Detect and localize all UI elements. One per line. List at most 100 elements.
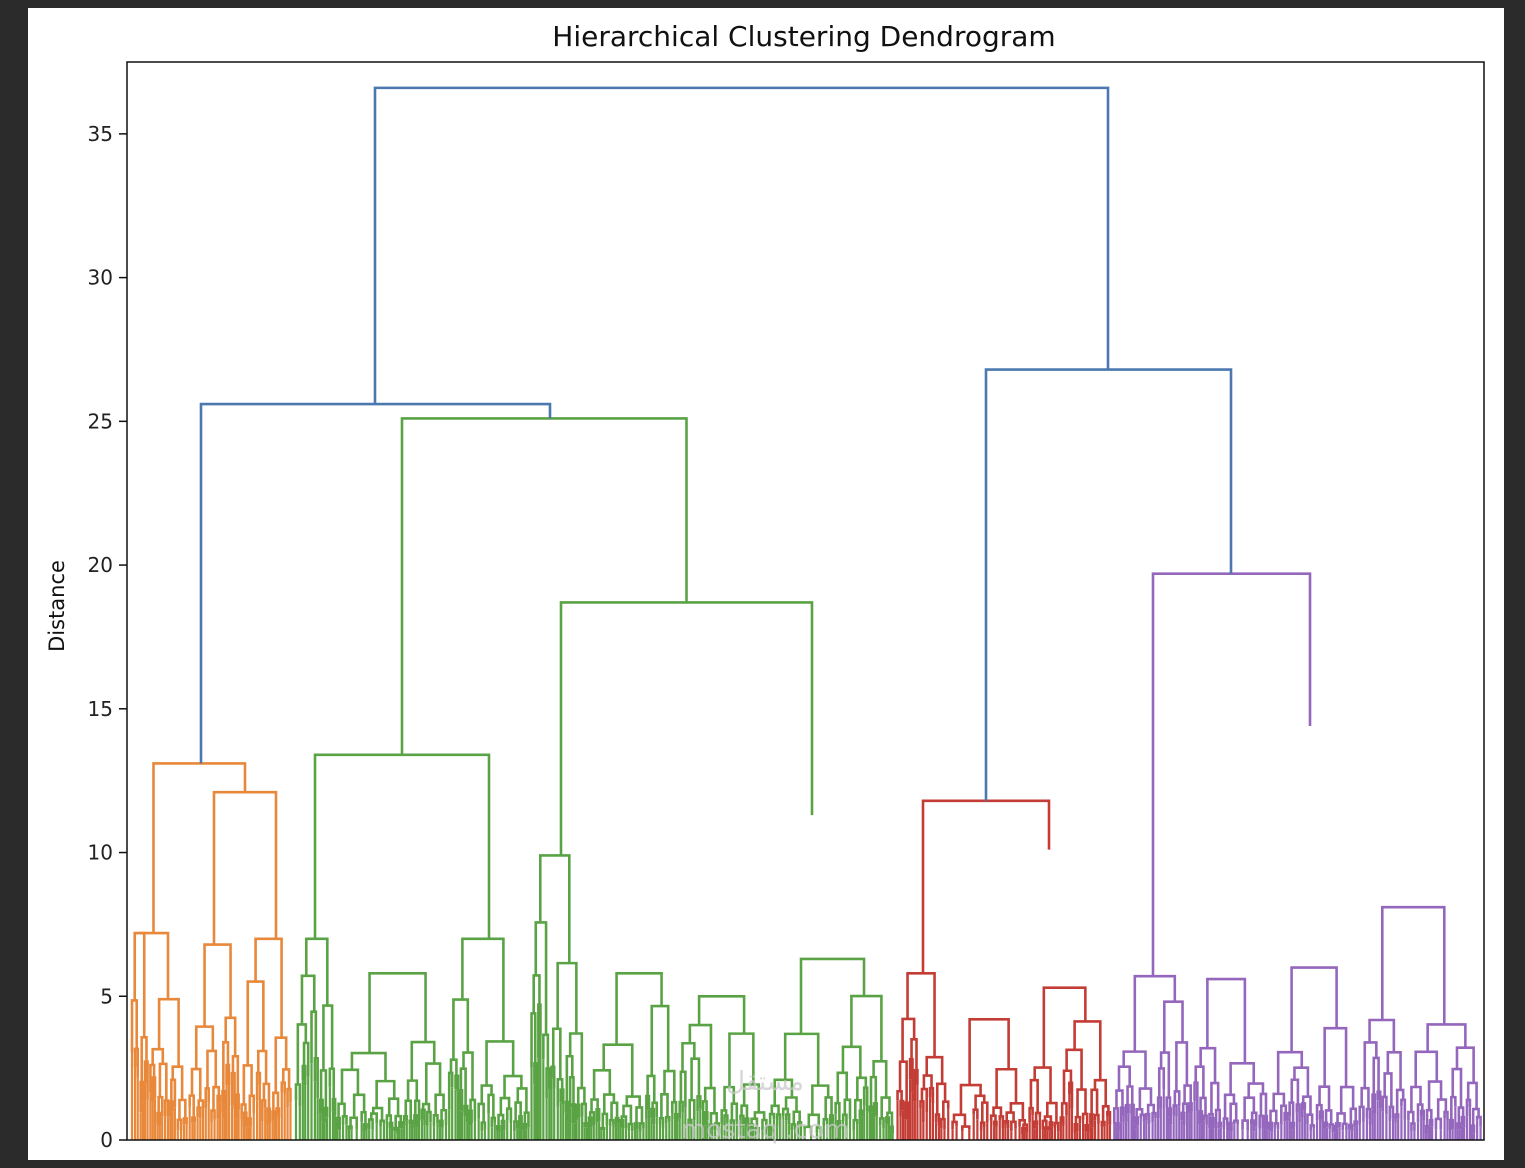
dendrogram-link (940, 1117, 946, 1130)
dendrogram-link (373, 86, 1110, 405)
dendrogram-link (459, 1067, 467, 1107)
dendrogram-link (246, 980, 265, 1066)
dendrogram-link (1090, 1088, 1099, 1116)
dendrogram-link (850, 994, 883, 1062)
dendrogram-link (1208, 1112, 1214, 1129)
dendrogram-link (1341, 1122, 1348, 1131)
dendrogram-link (807, 1113, 821, 1128)
dendrogram-link (133, 1047, 140, 1078)
dendrogram-link (242, 1111, 248, 1128)
dendrogram-link (899, 1099, 905, 1117)
dendrogram-link (463, 1104, 469, 1123)
watermark: مستقل mostaql.com (681, 1067, 849, 1145)
dendrogram-link (650, 1004, 670, 1076)
dendrogram-link (739, 1114, 745, 1128)
dendrogram-link (1045, 1101, 1058, 1124)
dendrogram-link (152, 762, 247, 934)
dendrogram-link (872, 1102, 879, 1118)
dendrogram-link (1368, 1018, 1396, 1053)
chart-title: Hierarchical Clustering Dendrogram (552, 20, 1055, 53)
dendrogram-link (1323, 1026, 1348, 1088)
dendrogram-link (1300, 1102, 1307, 1118)
dendrogram-link (1223, 1093, 1236, 1119)
dendrogram-link (379, 1119, 386, 1127)
watermark-arabic: مستقل (726, 1067, 804, 1097)
dendrogram-link (313, 753, 491, 939)
dendrogram-link (341, 1115, 348, 1126)
dendrogram-link (505, 1107, 513, 1124)
dendrogram-link (1400, 1098, 1407, 1120)
dendrogram-link (974, 1094, 986, 1110)
dendrogram-link (595, 1108, 601, 1123)
dendrogram-link (868, 1105, 874, 1114)
dendrogram-link (537, 1003, 542, 1059)
dendrogram-link (723, 1114, 729, 1126)
dendrogram-link (920, 1087, 929, 1113)
dendrogram-link (687, 1118, 693, 1125)
dendrogram-link (235, 1093, 240, 1120)
dendrogram-link (901, 1017, 916, 1062)
dendrogram-link (350, 1051, 387, 1082)
dendrogram-link (678, 1100, 684, 1119)
dendrogram-link (1290, 1078, 1300, 1105)
dendrogram-link (1381, 1095, 1388, 1115)
dendrogram-link (1470, 1124, 1476, 1134)
dendrogram-link (296, 1023, 308, 1085)
y-tick-label: 10 (88, 841, 113, 865)
dendrogram-link (182, 1117, 188, 1125)
dendrogram-link (133, 931, 146, 1038)
dendrogram-link (896, 1089, 903, 1102)
dendrogram-link (352, 1093, 366, 1118)
dendrogram-link (255, 1071, 262, 1101)
dendrogram-link (1115, 1122, 1120, 1132)
dendrogram-link (749, 1122, 755, 1129)
dendrogram-link (770, 1104, 780, 1115)
dendrogram-link (556, 1078, 564, 1107)
dendrogram-link (272, 1091, 280, 1112)
dendrogram-link (294, 1083, 302, 1107)
dendrogram-link (222, 1041, 230, 1092)
dendrogram-link (1318, 1110, 1324, 1123)
dendrogram-link (1353, 1120, 1359, 1128)
dendrogram-link (530, 1012, 537, 1068)
dendrogram-link (1301, 1095, 1312, 1115)
dendrogram-link (614, 1116, 620, 1128)
dendrogram-link (371, 1106, 384, 1121)
dendrogram-link (1263, 1114, 1269, 1130)
dendrogram-link (750, 1117, 759, 1129)
dendrogram-link (783, 1032, 820, 1086)
dendrogram-link (619, 1118, 625, 1129)
dendrogram-link (385, 1114, 393, 1123)
dendrogram-link (1005, 1111, 1015, 1122)
dendrogram-link (413, 1114, 419, 1127)
dendrogram-link (1115, 1089, 1124, 1109)
dendrogram-link (1295, 1103, 1301, 1123)
dendrogram-link (1089, 1112, 1094, 1128)
dendrogram-link (910, 1038, 918, 1071)
dendrogram-link (1033, 1120, 1039, 1129)
dendrogram-link (302, 1041, 310, 1077)
dendrogram-link (538, 854, 571, 964)
dendrogram-link (1119, 1106, 1125, 1123)
dendrogram-link (1383, 1072, 1393, 1107)
dendrogram-link (754, 1126, 761, 1134)
dendrogram-link (729, 1119, 736, 1131)
chart-figure: Hierarchical Clustering Dendrogram Dista… (28, 8, 1504, 1160)
dendrogram-link (1269, 1109, 1278, 1124)
dendrogram-link (194, 1025, 215, 1070)
y-tick-label: 5 (100, 984, 113, 1008)
y-tick-label: 0 (100, 1128, 113, 1152)
dendrogram-link (1009, 1102, 1025, 1121)
dendrogram-link (767, 1125, 773, 1132)
y-tick-label: 25 (88, 409, 113, 433)
dendrogram-link (1360, 1086, 1370, 1110)
dendrogram-link (575, 1103, 581, 1121)
dendrogram-link (1410, 1122, 1416, 1132)
dendrogram-link (913, 1068, 919, 1102)
dendrogram-link (477, 1102, 485, 1123)
dendrogram-link (1339, 1085, 1355, 1114)
dendrogram-link (556, 961, 578, 1034)
dendrogram-link (518, 1115, 523, 1130)
dendrogram-link (792, 1110, 801, 1125)
dendrogram-link (551, 1027, 562, 1080)
